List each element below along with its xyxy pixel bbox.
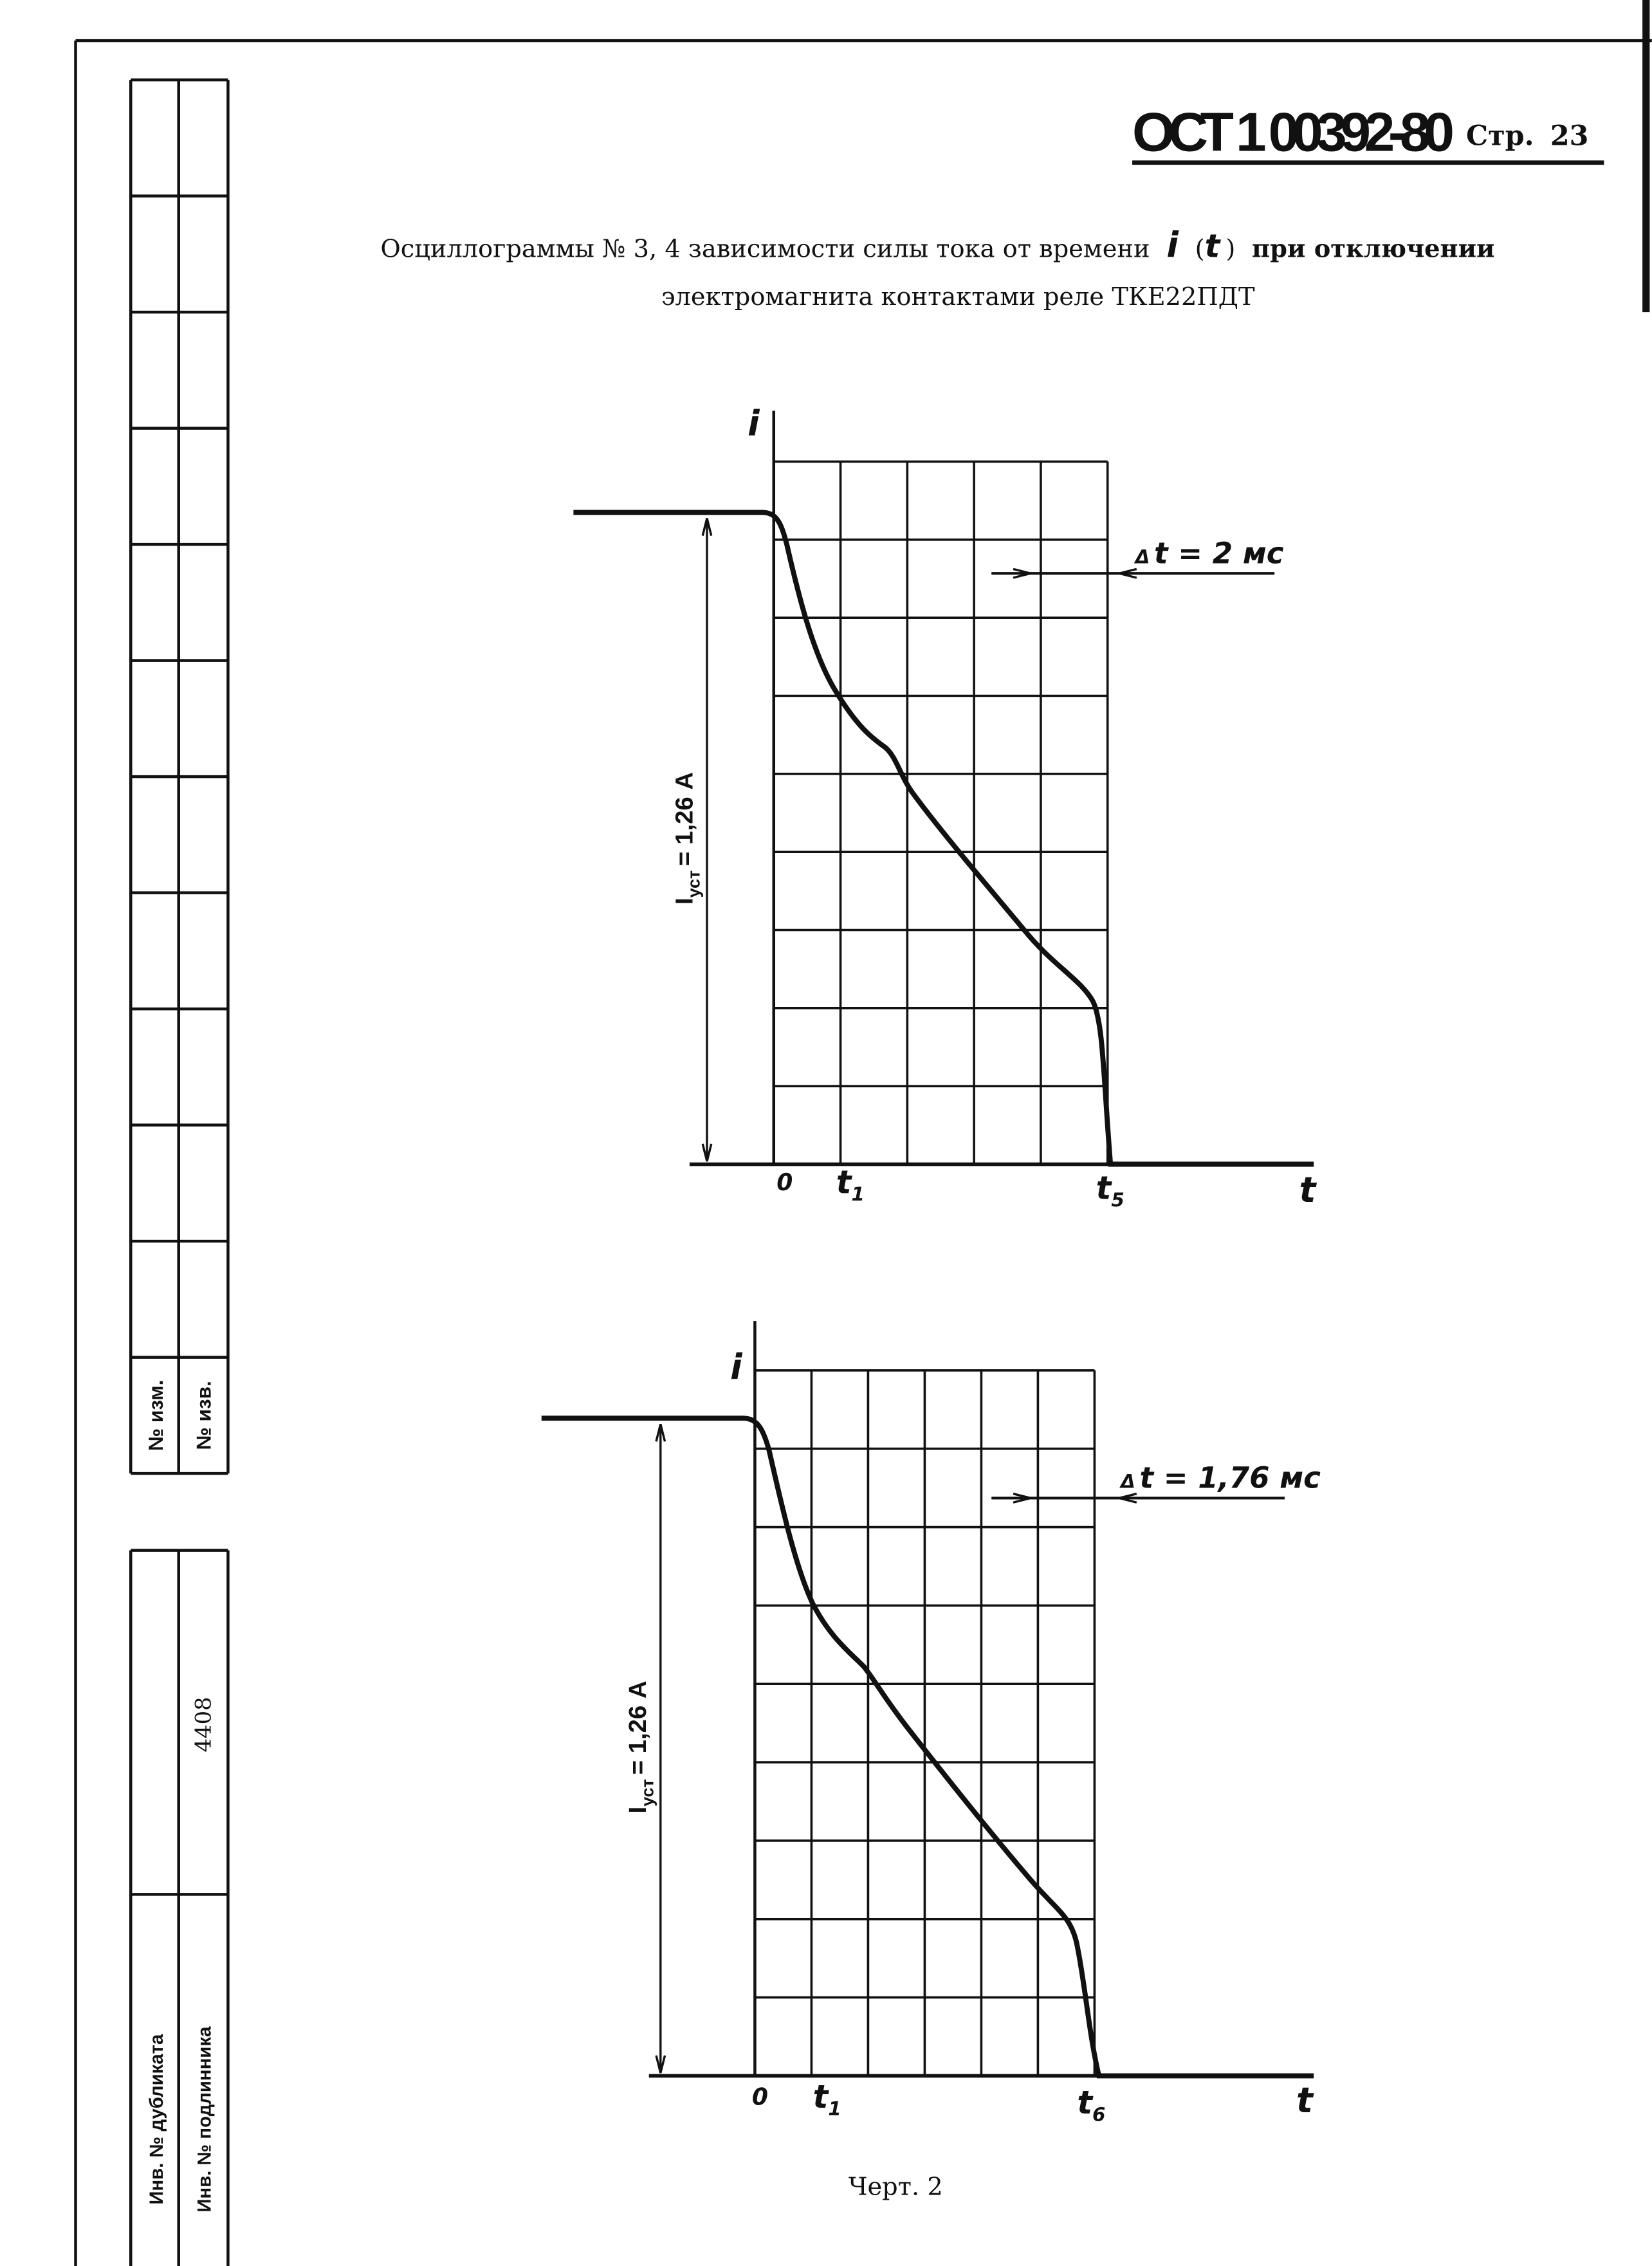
axis-label: i xyxy=(748,403,760,444)
stamp-label: № изм. xyxy=(144,1380,167,1451)
axis-label: t xyxy=(1299,1170,1317,1210)
origin-label: 0 xyxy=(776,1169,793,1196)
page-number: 23 xyxy=(1550,120,1589,152)
current-trace xyxy=(541,1415,1314,2079)
current-label: Iуст = 1,26 A xyxy=(624,1681,657,1813)
time-mark: t1 xyxy=(813,2078,841,2119)
time-mark: t6 xyxy=(1077,2084,1105,2125)
current-subscript: уст xyxy=(684,870,704,898)
arrow-head xyxy=(655,1423,666,1442)
time-symbol: t xyxy=(813,2078,830,2115)
arrow-head xyxy=(1013,567,1031,579)
title-paren: ) xyxy=(1225,234,1235,263)
arrow-head xyxy=(1119,567,1137,579)
arrow-head xyxy=(701,1143,713,1162)
current-symbol: I xyxy=(624,1807,652,1814)
origin-label: 0 xyxy=(752,2084,768,2111)
title-paren: ( xyxy=(1195,234,1205,263)
axis-label: t xyxy=(1296,2080,1314,2121)
arrow-head xyxy=(655,2055,666,2074)
title-line-1: Осциллограммы № 3, 4 зависимости силы то… xyxy=(380,225,1494,265)
title-symbol: t xyxy=(1205,227,1222,264)
time-subscript: 1 xyxy=(828,2097,841,2119)
current-subscript: уст xyxy=(638,1779,657,1807)
axis-label: i xyxy=(730,1347,743,1387)
arrow-head xyxy=(701,518,713,536)
current-symbol: I xyxy=(670,898,698,905)
caption: Черт. 2 xyxy=(849,2172,943,2201)
doc-code: ОСТ 1 00392-80 xyxy=(1132,102,1455,163)
time-mark: t1 xyxy=(836,1164,865,1205)
side-stamp: № изм. № изв. 4408 Инв. № дубликата Инв. № п… xyxy=(129,78,230,2266)
time-symbol: t xyxy=(1096,1170,1113,1207)
current-value: = 1,26 A xyxy=(670,772,698,866)
delta-symbol: Δ xyxy=(1119,1471,1135,1493)
stamp-label: Инв. № дубликата xyxy=(146,2034,167,2205)
delta-text: t = 1,76 мс xyxy=(1139,1461,1321,1495)
stamp-label: Инв. № подлинника xyxy=(194,2026,215,2213)
current-value: = 1,26 A xyxy=(624,1681,652,1774)
title-symbol: i xyxy=(1166,225,1179,265)
time-subscript: 1 xyxy=(852,1183,865,1205)
arrow-head xyxy=(1013,1493,1031,1504)
current-label: Iуст = 1,26 A xyxy=(670,772,703,905)
time-symbol: t xyxy=(1077,2084,1094,2121)
delta-symbol: Δ xyxy=(1134,546,1150,567)
stamp-value: 4408 xyxy=(190,1697,216,1752)
time-subscript: 5 xyxy=(1111,1189,1124,1211)
title-text: Осциллограммы № 3, 4 зависимости силы то… xyxy=(380,234,1150,263)
time-subscript: 6 xyxy=(1092,2103,1105,2125)
delta-text: t = 2 мс xyxy=(1154,536,1284,570)
page-label: Стр. xyxy=(1466,120,1534,152)
arrow-head xyxy=(1119,1493,1137,1504)
title-line-2: электромагнита контактами реле ТКЕ22ПДТ xyxy=(661,282,1255,311)
time-mark: t5 xyxy=(1096,1170,1124,1211)
title-text: при отключении xyxy=(1252,234,1494,263)
time-symbol: t xyxy=(836,1164,853,1201)
current-trace xyxy=(573,510,1314,1167)
stamp-label: № изв. xyxy=(192,1381,215,1450)
